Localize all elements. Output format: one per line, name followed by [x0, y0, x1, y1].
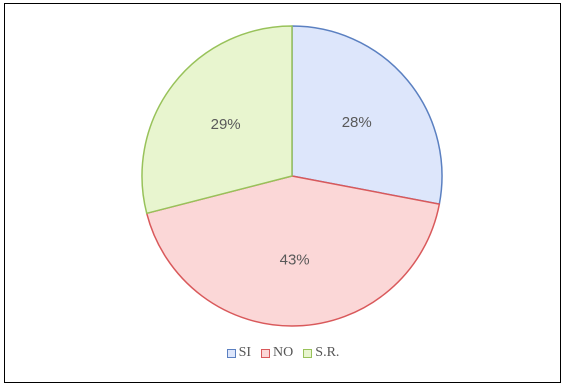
legend-label: NO — [273, 345, 294, 360]
data-label-no: 43% — [280, 251, 310, 268]
legend-item-s-r: S.R. — [303, 345, 339, 361]
legend-swatch — [261, 348, 271, 358]
legend-swatch — [226, 348, 236, 358]
legend-label: SI — [238, 345, 252, 360]
pie-slice-s-r — [141, 25, 293, 215]
pie-slice-si — [291, 25, 443, 205]
legend-label: S.R. — [315, 345, 340, 360]
pie-slice-no — [145, 175, 441, 327]
legend-item-si: SI — [226, 345, 252, 361]
data-label-si: 28% — [342, 114, 372, 131]
data-label-s-r: 29% — [211, 116, 241, 133]
legend-item-no: NO — [261, 345, 293, 361]
legend-swatch — [303, 348, 313, 358]
chart-legend: SI NO S.R. — [0, 345, 566, 361]
